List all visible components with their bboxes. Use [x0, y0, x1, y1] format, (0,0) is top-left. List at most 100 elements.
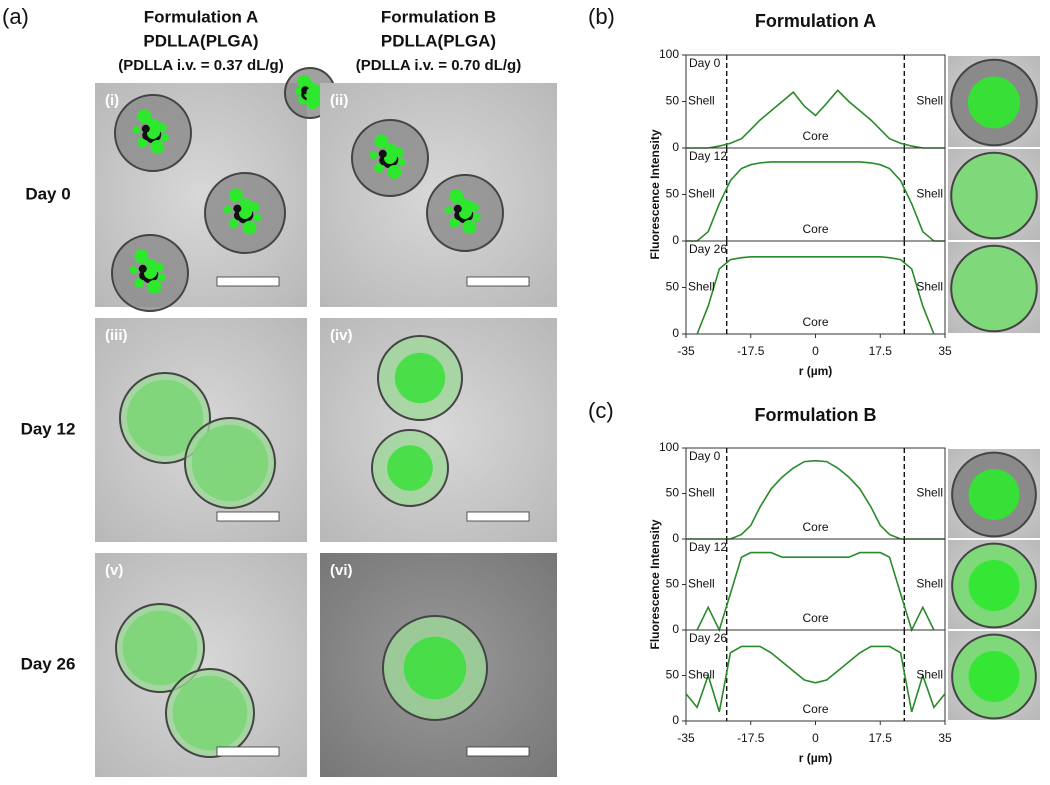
- thumbnail: [948, 149, 1040, 240]
- drug-cluster: [397, 158, 406, 167]
- x-tick-label: 17.5: [869, 344, 893, 358]
- drug-core: [394, 352, 446, 404]
- drug-cluster: [462, 219, 477, 234]
- column-note: (PDLLA i.v. = 0.70 dL/g): [356, 57, 521, 74]
- drug-cluster: [138, 264, 147, 273]
- drug-cluster: [253, 213, 262, 222]
- shell-label: Shell: [916, 668, 943, 682]
- drug-cluster: [129, 266, 138, 275]
- drug-cluster: [147, 279, 162, 294]
- core-label: Core: [802, 315, 828, 329]
- scale-bar: [466, 746, 530, 757]
- y-tick-label: 100: [659, 47, 679, 61]
- drug-cluster: [141, 124, 150, 133]
- drug-cluster: [147, 267, 158, 278]
- drug-cluster: [249, 202, 260, 213]
- drug-cluster: [305, 95, 320, 110]
- drug-cluster: [132, 126, 141, 135]
- drug-cluster: [468, 202, 479, 213]
- y-axis-label: Fluorescence Intensity: [648, 129, 662, 259]
- shell-label: Shell: [688, 577, 715, 591]
- row-label: Day 12: [21, 419, 76, 438]
- drug-cluster: [387, 152, 398, 163]
- shell-label: Shell: [916, 187, 943, 201]
- x-axis-label: r (µm): [799, 751, 833, 765]
- x-tick-label: -17.5: [737, 344, 765, 358]
- image-label: (vi): [330, 562, 353, 579]
- image-label: (v): [105, 562, 123, 579]
- x-tick-label: -17.5: [737, 731, 765, 745]
- shell-label: Shell: [688, 280, 715, 294]
- y-tick-label: 50: [666, 486, 680, 500]
- core-label: Core: [802, 702, 828, 716]
- drug-cluster: [150, 139, 165, 154]
- scale-bar: [216, 276, 280, 287]
- intensity-profile: [696, 551, 935, 633]
- y-tick-label: 50: [666, 187, 680, 201]
- thumbnail: [948, 449, 1040, 538]
- microsphere: [950, 244, 1038, 333]
- thumbnail: [948, 631, 1040, 720]
- day-label: Day 26: [689, 631, 727, 645]
- micrograph: (iii): [95, 318, 307, 542]
- thumbnail: [948, 540, 1040, 629]
- column-subtitle: PDLLA(PLGA): [143, 31, 258, 50]
- core-label: Core: [802, 520, 828, 534]
- shell-label: Shell: [916, 94, 943, 108]
- drug-cluster: [157, 273, 166, 282]
- x-tick-label: 35: [938, 344, 952, 358]
- image-label: (iii): [105, 327, 128, 344]
- core-label: Core: [802, 222, 828, 236]
- shell-label: Shell: [916, 577, 943, 591]
- drug-cluster: [228, 218, 239, 229]
- day-label: Day 12: [689, 149, 727, 163]
- drug-cluster: [160, 133, 169, 142]
- drug-cluster: [462, 207, 473, 218]
- y-tick-label: 0: [672, 140, 679, 154]
- drug-cluster: [387, 164, 402, 179]
- drug-core: [403, 636, 467, 700]
- scale-bar: [216, 511, 280, 522]
- panel-label: (b): [588, 4, 615, 29]
- drug-cluster: [242, 207, 253, 218]
- x-axis-label: r (µm): [799, 364, 833, 378]
- x-tick-label: -35: [677, 344, 695, 358]
- image-label: (ii): [330, 92, 348, 109]
- drug-cluster: [156, 122, 167, 133]
- micrograph: (vi): [320, 553, 557, 777]
- drug-cluster: [223, 205, 232, 214]
- day-label: Day 0: [689, 449, 721, 463]
- y-axis-label: Fluorescence Intensity: [648, 519, 662, 649]
- shell-label: Shell: [916, 486, 943, 500]
- y-tick-label: 100: [659, 440, 679, 454]
- thumbnail: [948, 56, 1040, 147]
- intensity-profile: [696, 256, 935, 335]
- drug-cluster: [444, 206, 453, 215]
- drug-core: [968, 469, 1020, 520]
- panel-label: (a): [2, 4, 29, 29]
- intensity-profile: [686, 161, 945, 242]
- y-tick-label: 0: [672, 531, 679, 545]
- shell-label: Shell: [688, 94, 715, 108]
- drug-cluster: [233, 204, 242, 213]
- column-subtitle: PDLLA(PLGA): [381, 31, 496, 50]
- panel-title: Formulation B: [755, 405, 877, 425]
- x-tick-label: 17.5: [869, 731, 893, 745]
- x-tick-label: 35: [938, 731, 952, 745]
- drug-cluster: [242, 220, 257, 235]
- drug-core: [968, 651, 1020, 702]
- panel-title: Formulation A: [755, 11, 876, 31]
- y-tick-label: 50: [666, 577, 680, 591]
- panel-label: (c): [588, 398, 614, 423]
- scale-bar: [466, 276, 530, 287]
- drug-cluster: [137, 137, 148, 148]
- y-tick-label: 50: [666, 668, 680, 682]
- y-tick-label: 50: [666, 280, 680, 294]
- day-label: Day 0: [689, 56, 721, 70]
- y-tick-label: 50: [666, 94, 680, 108]
- drug-cluster: [295, 87, 304, 96]
- scale-bar: [466, 511, 530, 522]
- drug-cluster: [137, 109, 152, 124]
- drug-core: [191, 424, 269, 502]
- micrograph: (i): [95, 67, 336, 312]
